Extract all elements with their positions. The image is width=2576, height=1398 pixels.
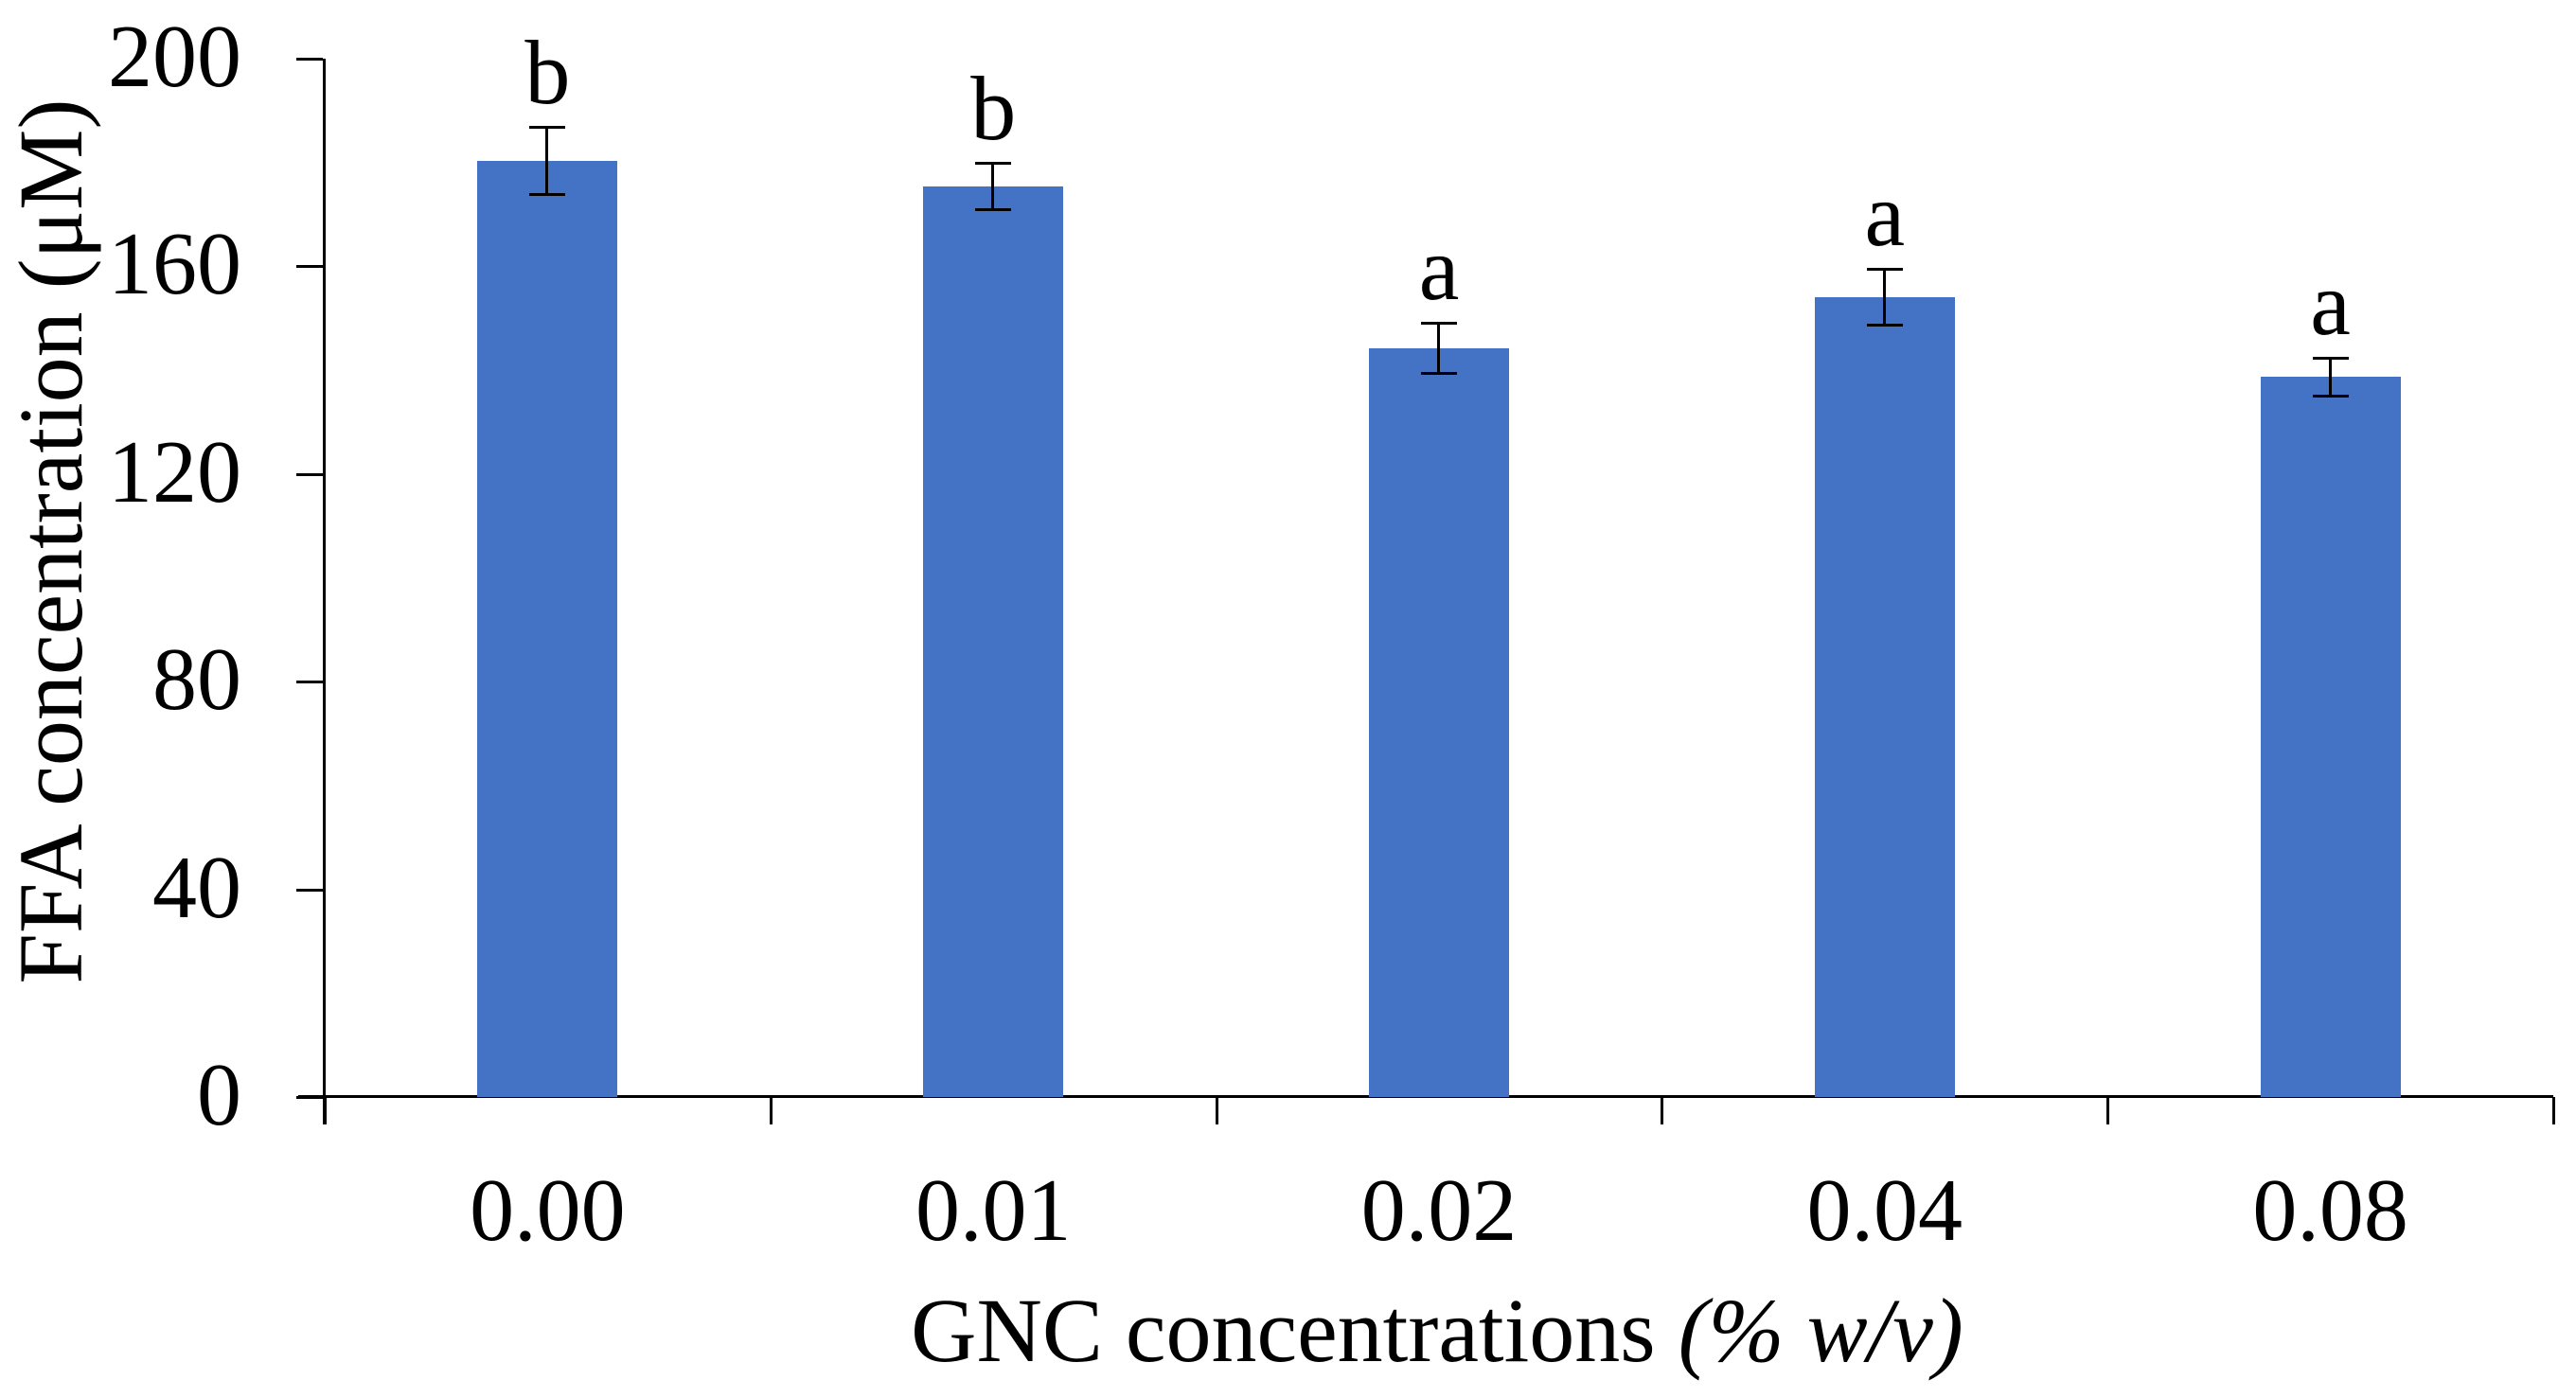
y-tick-label: 120 (108, 422, 241, 522)
y-axis-line (323, 59, 326, 1124)
x-tick-label: 0.04 (1806, 1161, 1963, 1260)
error-bar-stem (991, 163, 995, 210)
error-bar-cap-bottom (975, 207, 1012, 211)
significance-letter: a (2310, 252, 2351, 354)
x-tick-label: 0.01 (915, 1161, 1072, 1260)
x-tick-mark (1661, 1097, 1664, 1124)
x-tick-mark (1215, 1097, 1218, 1124)
error-bar-stem (1882, 268, 1886, 326)
x-axis-title-units: (% w/v) (1678, 1280, 1963, 1381)
error-bar-stem (1437, 322, 1440, 375)
error-bar-cap-top (2312, 356, 2349, 360)
y-tick-label: 160 (108, 215, 241, 314)
y-tick-mark (296, 1096, 323, 1099)
error-bar-cap-bottom (529, 192, 566, 196)
x-tick-mark (2552, 1097, 2555, 1124)
significance-letter: a (1418, 217, 1460, 319)
y-tick-label: 40 (152, 838, 241, 937)
bar (2260, 377, 2401, 1097)
error-bar-cap-top (975, 162, 1012, 166)
bar (1814, 296, 1955, 1097)
x-tick-label: 0.08 (2252, 1161, 2408, 1260)
error-bar-stem (2328, 357, 2332, 397)
y-tick-mark (296, 472, 323, 476)
error-bar-cap-top (529, 126, 566, 130)
y-tick-label: 200 (108, 8, 241, 107)
y-tick-mark (296, 265, 323, 269)
x-tick-label: 0.02 (1360, 1161, 1518, 1260)
bar (923, 186, 1064, 1097)
y-tick-mark (296, 58, 323, 61)
error-bar-cap-bottom (1421, 372, 1457, 376)
significance-letter: b (524, 22, 571, 124)
error-bar-cap-bottom (1866, 323, 1903, 327)
x-tick-mark (769, 1097, 773, 1124)
y-tick-label: 80 (152, 630, 241, 730)
significance-letter: b (970, 58, 1017, 160)
significance-letter: a (1864, 163, 1906, 265)
x-tick-mark (2106, 1097, 2110, 1124)
x-axis-title: GNC concentrations (% w/v) (911, 1285, 1963, 1376)
error-bar-cap-top (1866, 267, 1903, 271)
y-tick-mark (296, 681, 323, 684)
bar (477, 161, 618, 1097)
y-tick-mark (296, 888, 323, 892)
error-bar-cap-top (1421, 321, 1457, 325)
x-tick-mark (324, 1097, 327, 1124)
x-tick-label: 0.00 (470, 1161, 626, 1260)
x-axis-title-text: GNC concentrations (911, 1280, 1679, 1381)
error-bar-cap-bottom (2312, 394, 2349, 398)
y-tick-label: 0 (197, 1046, 241, 1145)
bar (1369, 348, 1509, 1097)
error-bar-stem (545, 127, 549, 195)
